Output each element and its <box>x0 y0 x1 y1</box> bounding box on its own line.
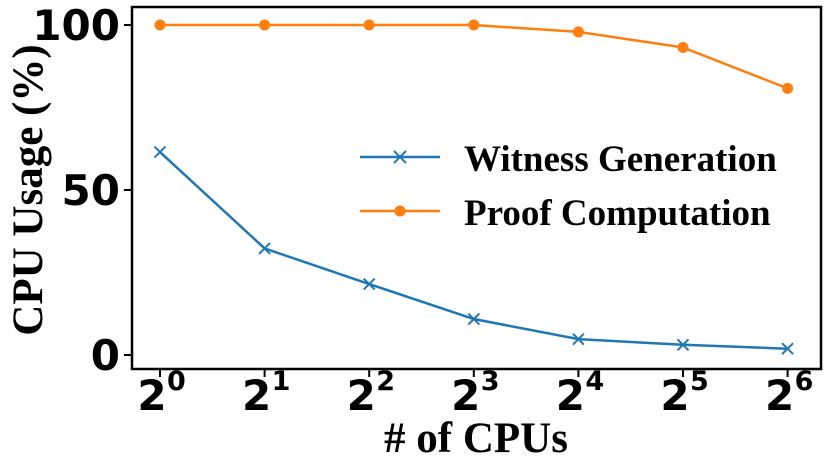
y-axis-title: CPU Usage (%) <box>5 44 52 335</box>
x-tick-label: 2 <box>660 371 689 420</box>
legend: Witness Generation Proof Computation <box>360 139 777 234</box>
x-tick-exponent: 4 <box>585 366 604 397</box>
legend-label-witness-generation: Witness Generation <box>464 139 777 180</box>
data-point-proof-computation <box>154 19 166 31</box>
y-tick-label: 100 <box>32 1 120 50</box>
y-tick-label: 50 <box>62 166 120 215</box>
x-tick-exponent: 5 <box>690 366 709 397</box>
x-tick-exponent: 6 <box>795 366 814 397</box>
data-point-proof-computation <box>363 19 375 31</box>
data-point-witness-generation <box>676 338 690 351</box>
data-point-witness-generation <box>572 332 585 346</box>
x-tick-exponent: 0 <box>167 366 186 397</box>
x-axis-title: # of CPUs <box>384 415 568 462</box>
data-point-witness-generation <box>781 342 794 355</box>
x-tick-exponent: 1 <box>272 366 291 397</box>
data-point-proof-computation <box>677 41 689 53</box>
data-point-proof-computation <box>468 19 480 31</box>
legend-entry-witness-generation: Witness Generation <box>360 139 777 180</box>
series-line-proof-computation <box>160 23 789 90</box>
x-tick-label: 2 <box>347 371 376 420</box>
data-point-witness-generation <box>467 312 481 326</box>
x-tick-label: 2 <box>137 371 166 420</box>
series-layer <box>153 19 794 355</box>
x-tick-label: 2 <box>451 371 480 420</box>
y-tick-label: 0 <box>91 331 120 380</box>
data-point-witness-generation <box>362 277 376 291</box>
x-tick-exponent: 3 <box>481 366 500 397</box>
data-point-proof-computation <box>572 26 584 38</box>
data-point-proof-computation <box>259 19 271 31</box>
x-tick-label: 2 <box>242 371 271 420</box>
legend-marker-witness-generation <box>393 150 407 164</box>
x-tick-label: 2 <box>556 371 585 420</box>
data-point-witness-generation <box>258 242 271 255</box>
x-tick-label: 2 <box>765 371 794 420</box>
data-point-proof-computation <box>782 82 794 94</box>
legend-entry-proof-computation: Proof Computation <box>360 193 771 234</box>
x-tick-exponent: 2 <box>376 366 395 397</box>
legend-marker-proof-computation <box>394 205 406 217</box>
plot-frame <box>130 5 823 371</box>
y-axis-ticks: 0 50 100 <box>32 1 132 380</box>
legend-label-proof-computation: Proof Computation <box>464 193 771 234</box>
data-point-witness-generation <box>153 145 167 159</box>
